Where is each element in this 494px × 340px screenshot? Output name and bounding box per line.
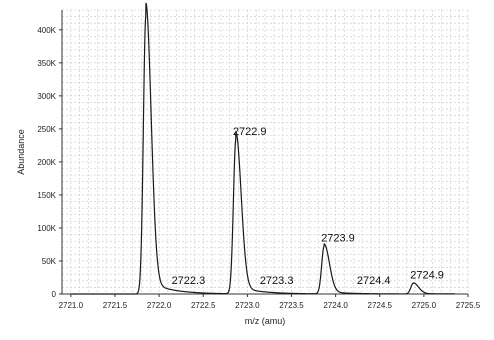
- peak-label: 2722.9: [233, 126, 267, 138]
- y-axis-title: Abundance: [16, 129, 26, 175]
- x-tick-label: 2725.5: [456, 301, 481, 310]
- x-tick-label: 2722.5: [191, 301, 216, 310]
- grid: [62, 9, 469, 294]
- x-tick-label: 2723.0: [235, 301, 260, 310]
- y-tick-label: 250K: [37, 125, 56, 134]
- annotations: 2722.3 2723.3 2724.4: [172, 275, 391, 287]
- x-tick-label: 2724.5: [368, 301, 393, 310]
- x-tick-label: 2725.0: [412, 301, 437, 310]
- y-tick-label: 350K: [37, 59, 56, 68]
- y-tick-label: 0: [52, 290, 57, 299]
- x-tick-label: 2721.5: [103, 301, 128, 310]
- x-tick-label: 2723.5: [279, 301, 304, 310]
- x-tick-label: 2724.0: [323, 301, 348, 310]
- annotation-label: 2724.4: [357, 275, 391, 287]
- y-tick-label: 300K: [37, 92, 56, 101]
- x-tick-labels: 2721.0 2721.5 2722.0 2722.5 2723.0 2723.5 2724…: [59, 294, 481, 310]
- y-tick-label: 400K: [37, 26, 56, 35]
- x-tick-label: 2722.0: [147, 301, 172, 310]
- peak-label: 2724.9: [410, 269, 444, 281]
- peak-labels: 2722.9 2723.9 2724.9: [233, 126, 444, 281]
- x-axis-title: m/z (amu): [245, 316, 286, 326]
- spectrum-line: [70, 2, 455, 295]
- x-tick-label: 2721.0: [59, 301, 84, 310]
- annotation-label: 2723.3: [260, 275, 294, 287]
- y-tick-label: 150K: [37, 191, 56, 200]
- y-tick-label: 100K: [37, 224, 56, 233]
- y-tick-labels: 0 50K 100K 150K 200K 250K 300K 350K 400K: [37, 26, 62, 299]
- y-tick-label: 200K: [37, 158, 56, 167]
- annotation-label: 2722.3: [172, 275, 206, 287]
- peak-label: 2723.9: [321, 232, 355, 244]
- y-tick-label: 50K: [42, 257, 57, 266]
